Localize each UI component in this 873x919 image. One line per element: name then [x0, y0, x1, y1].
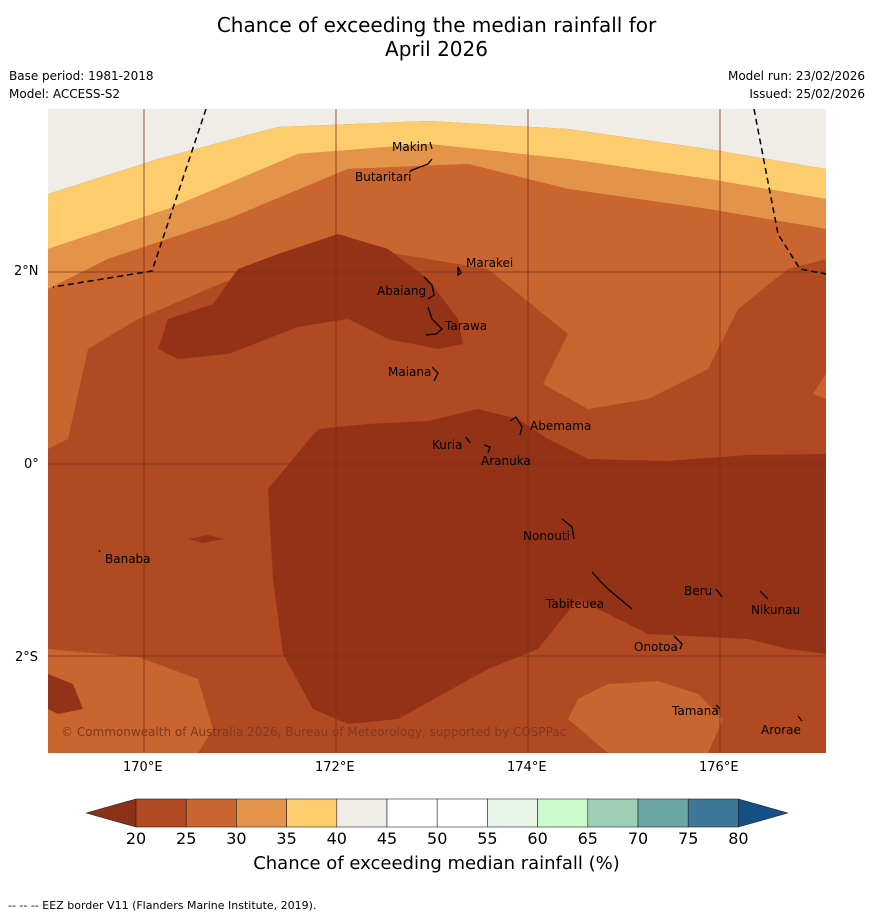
- island-makin: [429, 141, 433, 150]
- colorbar-segment: [286, 798, 338, 828]
- island-banaba: [98, 549, 101, 553]
- lon-tick-176e: 176°E: [699, 760, 739, 775]
- colorbar-tick: 75: [678, 829, 699, 848]
- contour-band-below-20-west: [48, 674, 83, 714]
- map-title-line1: Chance of exceeding the median rainfall …: [216, 13, 657, 37]
- map-title-line2: April 2026: [385, 37, 488, 61]
- colorbar-tick: 50: [427, 829, 448, 848]
- colorbar-segment: [135, 798, 187, 828]
- contour-band-35-40: [48, 121, 826, 249]
- eez-border-east: [753, 109, 826, 275]
- label-aranuka: Aranuka: [481, 454, 531, 468]
- colorbar-tick: 40: [326, 829, 347, 848]
- eez-border: [52, 109, 826, 288]
- colorbar-tick: 65: [577, 829, 598, 848]
- colorbar-tick: 20: [125, 829, 147, 848]
- contour-band-25-30: [48, 164, 826, 449]
- label-nikunau: Nikunau: [751, 603, 800, 617]
- island-tamana: [715, 704, 721, 710]
- label-tabiteuea: Tabiteuea: [545, 597, 604, 611]
- colorbar-tick: 55: [477, 829, 498, 848]
- rainfall-map: Makin Butaritari Marakei Abaiang Tarawa …: [48, 109, 826, 753]
- island-nikunau: [759, 590, 769, 600]
- model-run-text: Model run: 23/02/2026: [727, 69, 865, 83]
- label-abemama: Abemama: [530, 419, 591, 433]
- colorbar-segment: [487, 798, 538, 828]
- colorbar-tick: 60: [527, 829, 548, 848]
- issued-text: Issued: 25/02/2026: [749, 87, 865, 101]
- label-tarawa: Tarawa: [444, 319, 487, 333]
- contour-band-25-30-east: [813, 374, 826, 399]
- colorbar-segment: [537, 798, 589, 828]
- island-marakei: [457, 266, 462, 277]
- colorbar-tick: 45: [376, 829, 398, 848]
- lat-tick-2s: 2°S: [15, 650, 39, 665]
- lon-tick-172e: 172°E: [315, 760, 355, 775]
- label-nonouti: Nonouti: [523, 529, 570, 543]
- colorbar-tick: 70: [627, 829, 649, 848]
- colorbar-tick: 25: [176, 829, 197, 848]
- colorbar-segment: [336, 798, 388, 828]
- label-tamana: Tamana: [671, 704, 719, 718]
- contour-band-40-45: [48, 109, 826, 194]
- label-arorae: Arorae: [761, 723, 801, 737]
- island-aranuka: [483, 444, 491, 454]
- label-butaritari: Butaritari: [355, 170, 412, 184]
- colorbar-segment: [386, 798, 438, 828]
- island-maiana: [431, 366, 439, 382]
- graticule: [48, 109, 826, 753]
- contour-band-25-30-southwest: [48, 649, 213, 753]
- island-butaritari: [409, 158, 433, 172]
- colorbar-segment: [185, 798, 237, 828]
- model-text: Model: ACCESS-S2: [9, 87, 121, 101]
- contour-band-below-20-small: [188, 535, 223, 543]
- colorbar-extend-low: [86, 798, 137, 828]
- island-abemama: [509, 416, 523, 436]
- island-nonouti: [561, 518, 575, 540]
- lat-tick-0: 0°: [24, 457, 39, 472]
- island-tarawa: [425, 306, 443, 336]
- lon-tick-170e: 170°E: [123, 760, 163, 775]
- copyright-text: © Commonwealth of Australia 2026, Bureau…: [61, 725, 566, 739]
- eez-border-west: [52, 109, 207, 288]
- colorbar-extend-high: [738, 798, 788, 828]
- contour-band-below-20-central: [268, 409, 826, 724]
- island-onotoa: [673, 635, 683, 650]
- colorbar-segment: [436, 798, 488, 828]
- contour-band-30-35: [48, 144, 826, 289]
- colorbar-tick: 35: [276, 829, 297, 848]
- label-maiana: Maiana: [388, 365, 431, 379]
- contour-band-25-30-south: [568, 681, 723, 753]
- islands: [98, 141, 803, 722]
- colorbar-label: Chance of exceeding median rainfall (%): [253, 853, 620, 874]
- label-banaba: Banaba: [105, 552, 151, 566]
- colorbar: [86, 798, 788, 828]
- lat-tick-2n: 2°N: [14, 264, 39, 279]
- base-period-text: Base period: 1981-2018: [9, 69, 154, 83]
- label-kuria: Kuria: [432, 438, 463, 452]
- colorbar-segment: [687, 798, 739, 828]
- label-onotoa: Onotoa: [634, 640, 678, 654]
- colorbar-segment: [637, 798, 689, 828]
- contour-band-below-20-north: [158, 234, 463, 359]
- island-arorae: [797, 715, 803, 722]
- colorbar-segment: [236, 798, 287, 828]
- colorbar-tick: 30: [226, 829, 247, 848]
- eez-footnote: -- -- -- EEZ border V11 (Flanders Marine…: [8, 899, 317, 912]
- label-marakei: Marakei: [466, 256, 513, 270]
- label-makin: Makin: [392, 140, 428, 154]
- label-abaiang: Abaiang: [377, 284, 426, 298]
- label-beru: Beru: [684, 584, 712, 598]
- colorbar-segment: [587, 798, 639, 828]
- lon-tick-174e: 174°E: [507, 760, 547, 775]
- colorbar-tick: 80: [728, 829, 749, 848]
- island-beru: [715, 588, 723, 598]
- island-abaiang: [423, 276, 435, 300]
- island-tabiteuea: [591, 571, 633, 610]
- island-kuria: [465, 436, 471, 444]
